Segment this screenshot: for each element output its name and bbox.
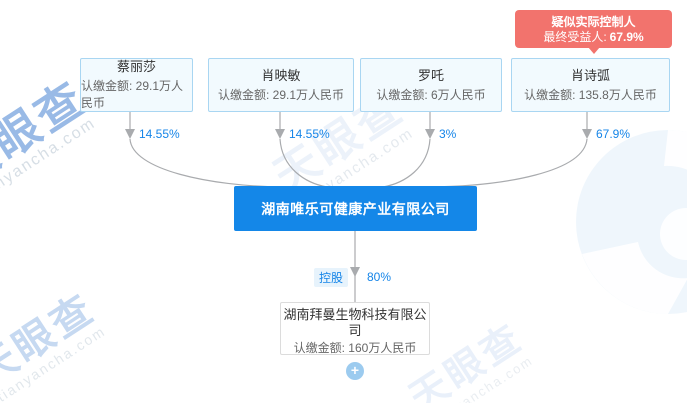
expand-plus-button[interactable]: + [346, 362, 364, 380]
share-percent-label: 14.55% [289, 127, 330, 141]
share-percent-label: 3% [439, 127, 457, 141]
actual-controller-badge[interactable]: 疑似实际控制人 最终受益人: 67.9% [515, 10, 672, 54]
subsidiary-amount: 认缴金额: 160万人民币 [293, 341, 417, 355]
share-percent-label: 14.55% [139, 127, 180, 141]
shareholder-amount: 认缴金额: 29.1万人民币 [81, 79, 184, 110]
shareholder-node-xiaoyingmin[interactable]: 肖映敏 认缴金额: 29.1万人民币 [208, 58, 354, 112]
shareholder-name: 蔡丽莎 [116, 59, 156, 74]
beneficiary-value: 67.9% [609, 30, 644, 44]
company-name: 湖南唯乐可健康产业有限公司 [261, 200, 450, 217]
shareholder-node-cailisha[interactable]: 蔡丽莎 认缴金额: 29.1万人民币 [80, 58, 193, 112]
holding-percent-label: 80% [367, 270, 392, 284]
holding-relation-tag[interactable]: 控股 [314, 268, 349, 287]
badge-beneficiary: 最终受益人: 67.9% [515, 30, 672, 45]
shareholder-name: 肖映敏 [261, 67, 301, 83]
shareholder-node-luozha[interactable]: 罗吒 认缴金额: 6万人民币 [360, 58, 502, 112]
subsidiary-name: 湖南拜曼生物科技有限公司 [283, 307, 427, 338]
company-node-main[interactable]: 湖南唯乐可健康产业有限公司 [234, 186, 477, 231]
shareholder-name: 肖诗弧 [570, 67, 610, 83]
shareholder-amount: 认缴金额: 6万人民币 [376, 87, 486, 102]
shareholder-node-xiaoshihu[interactable]: 肖诗弧 认缴金额: 135.8万人民币 [511, 58, 670, 112]
beneficiary-label: 最终受益人: [543, 30, 607, 44]
shareholder-amount: 认缴金额: 29.1万人民币 [217, 87, 345, 102]
shareholder-name: 罗吒 [417, 67, 444, 83]
badge-title: 疑似实际控制人 [551, 15, 636, 29]
share-percent-label: 67.9% [596, 127, 631, 141]
subsidiary-node[interactable]: 湖南拜曼生物科技有限公司 认缴金额: 160万人民币 [280, 302, 430, 355]
shareholder-amount: 认缴金额: 135.8万人民币 [524, 87, 657, 102]
